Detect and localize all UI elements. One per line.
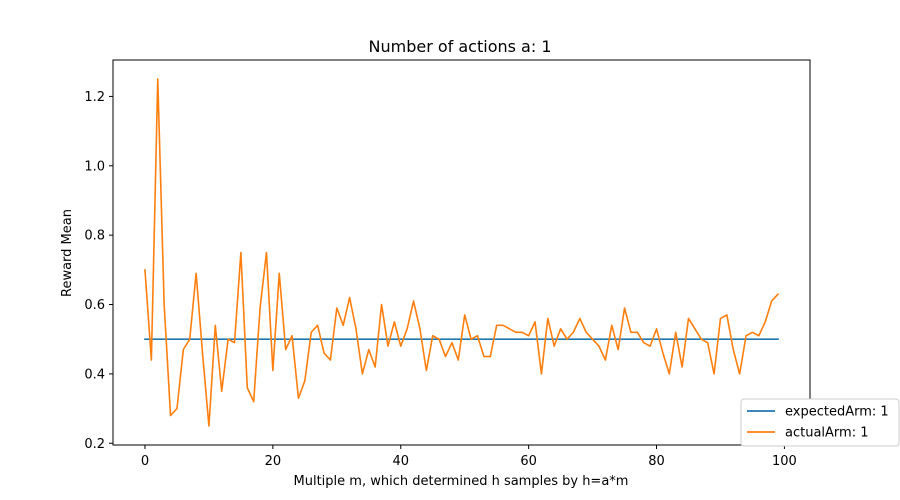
y-tick-label: 0.8 — [84, 229, 105, 244]
y-tick-label: 0.4 — [84, 367, 105, 382]
y-tick-label: 1.0 — [84, 159, 105, 174]
x-tick-label: 80 — [648, 454, 665, 469]
y-axis: 0.2 0.4 0.6 0.8 1.0 1.2 — [84, 90, 113, 452]
plot-frame — [112, 59, 811, 446]
legend-label: expectedArm: 1 — [785, 405, 889, 420]
plot-area — [144, 78, 780, 427]
y-tick-label: 0.2 — [84, 437, 105, 452]
x-tick-label: 100 — [772, 454, 797, 469]
x-tick-label: 60 — [520, 454, 537, 469]
legend-label: actualArm: 1 — [785, 426, 868, 441]
series-line-actual-arm — [144, 78, 780, 427]
y-tick-label: 1.2 — [84, 90, 105, 105]
chart-title: Number of actions a: 1 — [369, 37, 552, 56]
x-tick-label: 40 — [392, 454, 409, 469]
y-axis-label: Reward Mean — [60, 209, 75, 297]
y-tick-label: 0.6 — [84, 298, 105, 313]
x-axis-label: Multiple m, which determined h samples b… — [294, 474, 629, 489]
legend: expectedArm: 1 actualArm: 1 — [740, 398, 900, 447]
x-tick-label: 0 — [141, 454, 149, 469]
legend-box — [740, 398, 900, 447]
x-tick-label: 20 — [265, 454, 282, 469]
x-axis: 0 20 40 60 80 100 — [141, 445, 797, 469]
